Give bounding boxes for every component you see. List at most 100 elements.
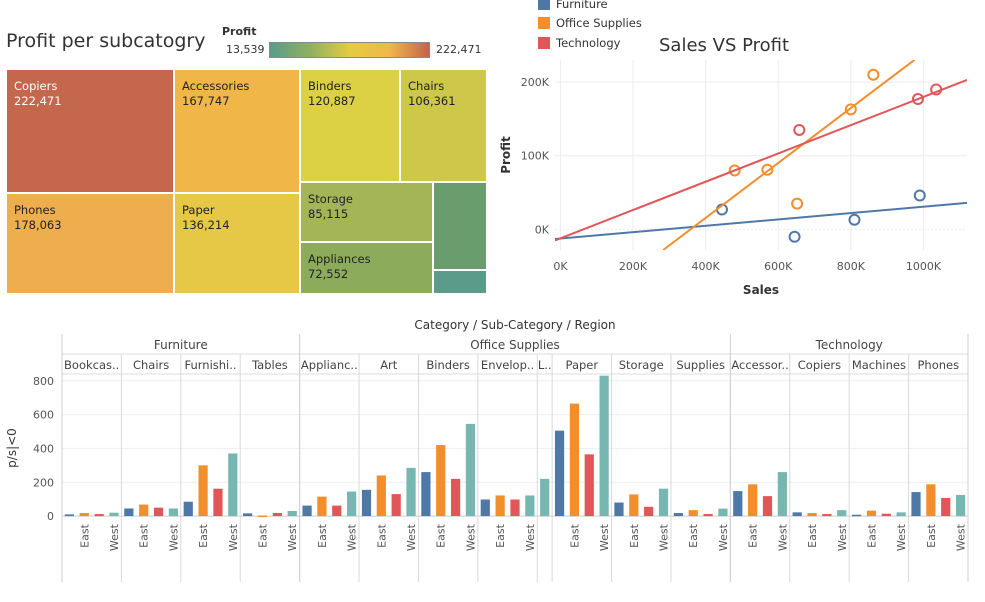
treemap-cell-label: Chairs <box>408 79 445 93</box>
subcategory-label: Storage <box>619 358 664 372</box>
x-tick-label: West <box>658 523 671 551</box>
bar <box>852 514 862 517</box>
category-label: Furniture <box>154 338 208 352</box>
bar <box>139 504 149 517</box>
scatter-point-office-supplies <box>728 164 741 177</box>
bar <box>614 502 624 517</box>
x-tick-label: East <box>747 523 760 547</box>
subcategory-label: Chairs <box>133 358 169 372</box>
x-tick-label: 1000K <box>906 260 942 273</box>
legend-item-office-supplies[interactable]: Office Supplies <box>538 16 642 30</box>
bar <box>480 499 490 517</box>
bar <box>688 510 698 517</box>
profit-color-gradient[interactable] <box>269 42 430 58</box>
bar <box>406 467 416 517</box>
scatter-point-office-supplies <box>761 163 774 176</box>
x-tick-label: West <box>227 523 240 551</box>
treemap-cell-label: Binders <box>308 79 352 93</box>
x-tick-label: East <box>628 523 641 547</box>
x-tick-label: East <box>316 523 329 547</box>
x-tick-label: West <box>524 523 537 551</box>
x-tick-label: East <box>568 523 581 547</box>
treemap-cell-copiers[interactable]: Copiers 222,471 <box>6 69 174 193</box>
bar <box>495 495 505 517</box>
scatter-point-technology <box>793 123 806 136</box>
legend-item-furniture[interactable]: Furniture <box>538 0 608 11</box>
bar <box>302 505 312 517</box>
bar <box>926 484 936 517</box>
bar <box>317 496 327 517</box>
bar <box>213 488 223 517</box>
subcategory-label: Art <box>380 358 398 372</box>
subcategory-label: Accessor.. <box>731 358 788 372</box>
bar <box>658 488 669 517</box>
treemap-cell-paper[interactable]: Paper 136,214 <box>174 193 300 294</box>
bar <box>673 513 683 517</box>
y-tick-label: 400 <box>33 442 54 455</box>
treemap-cell-unlabeled[interactable] <box>433 182 487 270</box>
subcategory-label: Tables <box>251 358 288 372</box>
x-tick-label: West <box>286 523 299 551</box>
bar <box>941 497 951 517</box>
scatter-point-office-supplies <box>844 103 857 116</box>
scatter-point-office-supplies <box>791 197 804 210</box>
bar <box>777 472 787 517</box>
treemap-cell-binders[interactable]: Binders 120,887 <box>300 69 400 182</box>
bar <box>525 495 535 517</box>
x-tick-label: East <box>435 523 448 547</box>
x-tick-label: West <box>836 523 849 551</box>
bar-chart: Category / Sub-Category / Region p/s|<0 0 2… <box>5 318 969 582</box>
category-label: Office Supplies <box>470 338 560 352</box>
y-tick-label: 200K <box>521 76 550 89</box>
treemap-cell-label: Copiers <box>14 79 58 93</box>
subcategory-label: Phones <box>917 358 959 372</box>
bar <box>79 513 89 517</box>
bar <box>748 484 758 517</box>
bar <box>822 514 832 517</box>
bar <box>421 472 431 517</box>
treemap-title: Profit per subcatogry <box>6 30 206 52</box>
bar <box>109 512 119 517</box>
x-tick-label: East <box>687 523 700 547</box>
treemap-cell-phones[interactable]: Phones 178,063 <box>6 193 174 294</box>
legend-item-technology[interactable]: Technology <box>538 36 620 50</box>
subcategory-label: Bookcas.. <box>64 358 119 372</box>
treemap-cell-storage[interactable]: Storage 85,115 <box>300 182 433 242</box>
treemap-cell-chairs[interactable]: Chairs 106,361 <box>400 69 487 182</box>
bar <box>599 375 609 517</box>
bar <box>287 511 297 517</box>
subcategory-label: Applianc.. <box>301 358 358 372</box>
legend-swatch <box>538 37 550 49</box>
x-tick-label: 600K <box>764 260 793 273</box>
bar <box>376 475 386 517</box>
treemap-cell-value: 120,887 <box>308 94 356 108</box>
bar <box>807 513 817 517</box>
y-axis-title: Profit <box>499 136 513 174</box>
treemap-cell-value: 106,361 <box>408 94 456 108</box>
trend-line-technology <box>555 78 967 242</box>
treemap-cell-label: Accessories <box>182 79 250 93</box>
legend-label: Office Supplies <box>556 16 642 30</box>
x-tick-label: West <box>717 523 730 551</box>
x-tick-label: East <box>375 523 388 547</box>
subcategory-label: Paper <box>566 358 599 372</box>
bar <box>837 510 847 517</box>
y-tick-label: 0K <box>535 223 550 236</box>
x-tick-label: East <box>78 523 91 547</box>
bar <box>272 513 282 517</box>
scatter-point-office-supplies <box>867 68 880 81</box>
y-tick-label: 600 <box>33 409 54 422</box>
treemap-cell-accessories[interactable]: Accessories 167,747 <box>174 69 300 193</box>
bar <box>183 501 193 517</box>
bar <box>510 499 520 517</box>
x-tick-label: West <box>108 523 121 551</box>
bar <box>64 514 75 517</box>
treemap-cell-label: Phones <box>14 203 56 217</box>
x-tick-label: West <box>167 523 180 551</box>
category-label: Technology <box>815 338 883 352</box>
scatter-plot: 0K 100K 200K 0K 200K 400K 600K 800K 1000K Sales Pr… <box>499 60 967 297</box>
scatter-point-furniture <box>848 213 861 226</box>
treemap-cell-unlabeled[interactable] <box>433 270 487 294</box>
treemap-cell-appliances[interactable]: Appliances 72,552 <box>300 242 433 294</box>
bar <box>391 494 401 517</box>
